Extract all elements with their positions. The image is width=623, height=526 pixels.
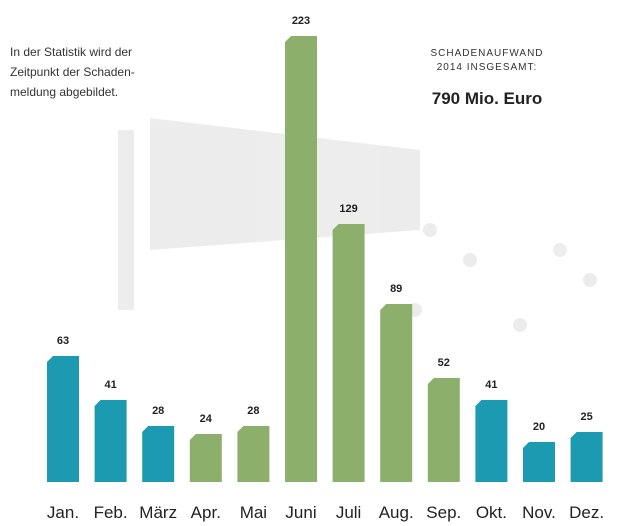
bar [285, 36, 317, 482]
note-line: Zeitpunkt der Schaden- [10, 65, 135, 79]
x-tick-label: Juni [285, 503, 316, 522]
x-tick-label: Feb. [94, 503, 128, 522]
value-label: 63 [57, 335, 69, 347]
value-label: 20 [533, 421, 545, 433]
x-tick-label: Jan. [47, 503, 79, 522]
total-value: 790 Mio. Euro [432, 89, 543, 108]
bar [142, 426, 174, 482]
value-label: 52 [438, 357, 450, 369]
bar [523, 442, 555, 482]
chart: In der Statistik wird der Zeitpunkt der … [0, 0, 623, 526]
value-label: 28 [152, 405, 164, 417]
bar [571, 432, 603, 482]
value-label: 223 [292, 15, 310, 27]
x-tick-label: Okt. [476, 503, 507, 522]
bar [95, 400, 127, 482]
value-label: 24 [200, 413, 213, 425]
value-label: 41 [104, 379, 116, 391]
value-label: 41 [485, 379, 497, 391]
x-tick-label: Sep. [426, 503, 461, 522]
x-tick-label: Mai [240, 503, 267, 522]
bar [428, 378, 460, 482]
bar [47, 356, 79, 482]
x-tick-label: Aug. [379, 503, 414, 522]
bar [333, 224, 365, 482]
value-label: 25 [580, 411, 592, 423]
bar [237, 426, 269, 482]
value-label: 129 [339, 203, 357, 215]
x-tick-label: Nov. [522, 503, 556, 522]
note-line: meldung abgebildet. [10, 85, 118, 99]
bar [475, 400, 507, 482]
note-line: In der Statistik wird der [10, 45, 132, 59]
bar [190, 434, 222, 482]
total-label: 2014 INSGESAMT: [437, 62, 538, 73]
x-tick-label: Dez. [569, 503, 604, 522]
value-label: 28 [247, 405, 259, 417]
x-tick-label: Juli [336, 503, 362, 522]
bar [380, 304, 412, 482]
x-tick-label: Apr. [191, 503, 221, 522]
total-label: SCHADENAUFWAND [430, 48, 543, 59]
x-tick-label: März [139, 503, 177, 522]
value-label: 89 [390, 283, 402, 295]
